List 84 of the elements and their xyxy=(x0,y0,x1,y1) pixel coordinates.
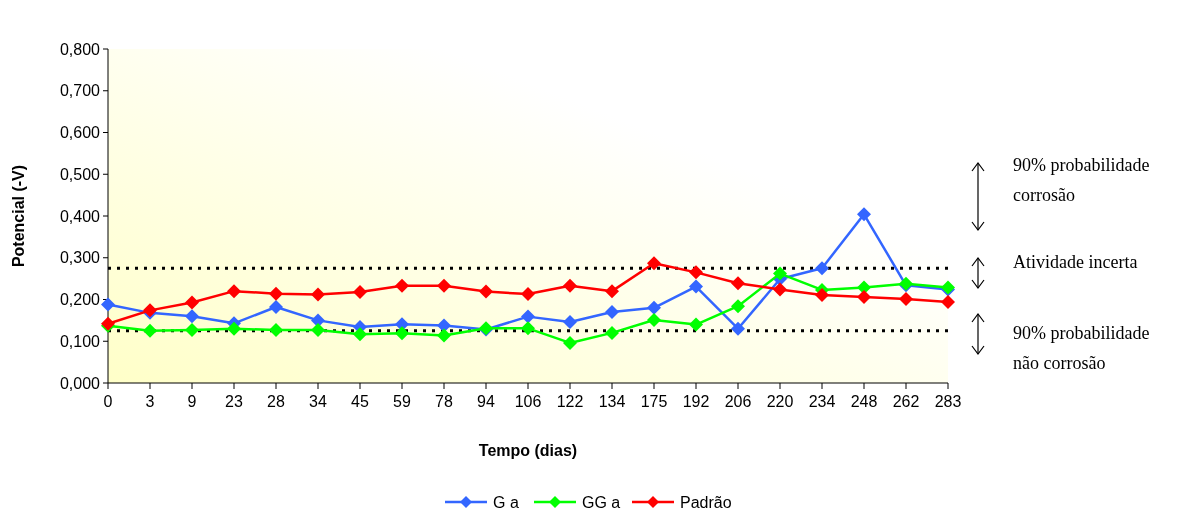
x-axis-title: Tempo (dias) xyxy=(478,442,578,459)
point xyxy=(941,295,955,310)
x-tick-label: 9 xyxy=(187,393,197,410)
y-tick-label: 0,200 xyxy=(59,291,101,309)
point xyxy=(227,321,241,336)
point xyxy=(185,322,199,337)
point xyxy=(605,305,619,320)
point xyxy=(353,284,367,299)
x-tick-label: 59 xyxy=(393,393,411,410)
y-tick-label: 0,400 xyxy=(59,207,101,225)
text: 90% probabilidade não corrosão xyxy=(1013,323,1150,373)
point xyxy=(689,317,703,332)
point xyxy=(647,256,661,271)
point xyxy=(563,315,577,330)
x-tick-label: 122 xyxy=(556,393,584,410)
point xyxy=(521,287,535,302)
x-tick-label: 28 xyxy=(267,393,285,410)
y-tick-label: 0,100 xyxy=(59,332,101,350)
point xyxy=(731,321,745,336)
x-tick-label: 206 xyxy=(724,393,752,410)
x-tick-label: 45 xyxy=(351,393,369,410)
legend-label: Padrão xyxy=(680,493,732,511)
point xyxy=(773,282,787,297)
point xyxy=(605,325,619,340)
x-tick-label: 248 xyxy=(850,393,878,410)
x-tick-label: 0 xyxy=(103,393,113,410)
point xyxy=(563,278,577,293)
point xyxy=(269,322,283,337)
point xyxy=(857,207,871,222)
point xyxy=(647,312,661,327)
point xyxy=(563,335,577,350)
text: 90% probabilidade corrosão xyxy=(1013,155,1150,205)
point xyxy=(521,321,535,336)
point xyxy=(143,323,157,338)
point xyxy=(437,318,451,333)
x-tick-label: 262 xyxy=(892,393,920,410)
point xyxy=(521,309,535,324)
point xyxy=(857,289,871,304)
x-tick-label: 3 xyxy=(145,393,155,410)
point xyxy=(101,297,115,312)
x-tick-label: 78 xyxy=(435,393,453,410)
point xyxy=(731,276,745,291)
y-tick-label: 0,800 xyxy=(59,40,101,58)
point xyxy=(227,284,241,299)
x-tick-label: 283 xyxy=(934,393,962,410)
point xyxy=(605,284,619,299)
x-tick-label: 23 xyxy=(225,393,243,410)
point xyxy=(479,284,493,299)
point xyxy=(185,309,199,324)
point xyxy=(647,300,661,315)
x-tick-label: 94 xyxy=(477,393,495,410)
y-tick-label: 0,300 xyxy=(59,249,101,267)
point xyxy=(353,327,367,342)
point xyxy=(269,286,283,301)
point xyxy=(395,326,409,341)
y-axis-title: Potencial (-V) xyxy=(10,164,27,268)
x-tick-label: 175 xyxy=(640,393,668,410)
x-tick-label: 106 xyxy=(514,393,542,410)
x-tick-label: 134 xyxy=(598,393,626,410)
text: Atividade incerta xyxy=(1013,252,1138,272)
point xyxy=(395,278,409,293)
point xyxy=(731,299,745,314)
x-tick-label: 192 xyxy=(682,393,710,410)
point xyxy=(815,261,829,276)
point xyxy=(689,279,703,294)
point xyxy=(311,322,325,337)
x-tick-label: 234 xyxy=(808,393,836,410)
point xyxy=(437,278,451,293)
x-tick-label: 34 xyxy=(309,393,327,410)
point xyxy=(311,287,325,302)
point xyxy=(689,265,703,280)
y-tick-label: 0,700 xyxy=(59,82,101,100)
point xyxy=(185,295,199,310)
x-tick-label: 220 xyxy=(766,393,794,410)
point xyxy=(437,328,451,343)
legend-label: GG a xyxy=(582,493,621,511)
point xyxy=(773,266,787,281)
y-tick-label: 0,000 xyxy=(59,374,101,392)
y-tick-label: 0,500 xyxy=(59,165,101,183)
legend-label: G a xyxy=(493,493,519,511)
point xyxy=(815,287,829,302)
y-tick-label: 0,600 xyxy=(59,124,101,142)
point xyxy=(899,292,913,307)
point xyxy=(269,300,283,315)
